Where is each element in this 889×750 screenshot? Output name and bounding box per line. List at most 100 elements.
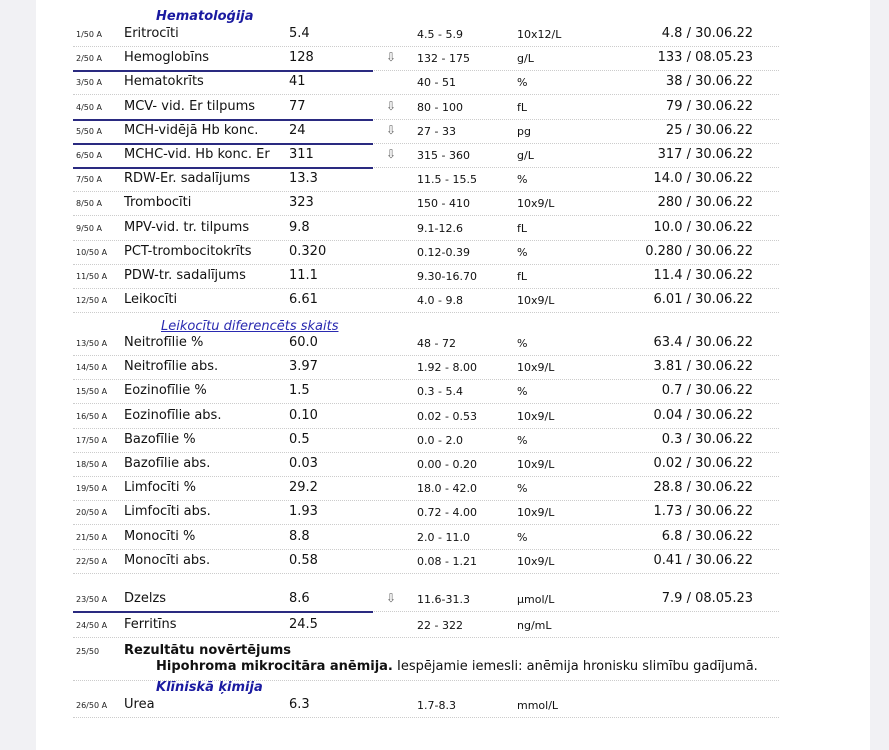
- result-row: 9/50 A MPV-vid. tr. tilpums 9.8 9.1-12.6 fL 1…: [36, 217, 870, 241]
- row-value: 0.5: [289, 431, 310, 447]
- row-previous: 4.8 / 30.06.22: [661, 26, 753, 41]
- assessment-row: 25/50 Rezultātu novērtējums: [36, 640, 870, 664]
- result-row: 18/50 A Bazofīlie abs. 0.03 0.00 - 0.20 10x9…: [36, 453, 870, 477]
- row-unit: %: [517, 76, 528, 90]
- row-name: Limfocīti %: [124, 480, 197, 496]
- row-value: 6.61: [289, 292, 318, 308]
- row-unit: %: [517, 385, 528, 399]
- row-divider: [73, 288, 779, 289]
- row-divider: [73, 191, 779, 193]
- row-code: 8/50 A: [76, 199, 102, 209]
- row-range: 9.30-16.70: [417, 270, 477, 283]
- row-divider: [73, 263, 779, 265]
- row-name: PDW-tr. sadalījums: [124, 268, 246, 283]
- result-row: 3/50 A Hematokrīts 41 40 - 51% 38 / 30.06.22: [36, 71, 870, 96]
- row-value: 8.6: [289, 591, 310, 606]
- section-hematology: Hematoloģija: [156, 9, 254, 24]
- row-value: 6.3: [289, 697, 310, 712]
- row-divider: [73, 637, 779, 638]
- section-differential-link[interactable]: Leikocītu diferencēts skaits: [161, 319, 339, 334]
- result-row: 23/50 A Dzelzs 8.6 ⇩ 11.6-31.3 µmol/L 7.9 / 08…: [36, 588, 870, 613]
- row-range: 0.08 - 1.21: [417, 554, 477, 568]
- row-name: Monocīti %: [124, 528, 196, 544]
- row-previous: 10.0 / 30.06.22: [653, 219, 753, 235]
- row-code: 7/50 A: [76, 175, 102, 185]
- row-code: 17/50 A: [76, 435, 108, 445]
- row-value: 0.58: [289, 552, 318, 568]
- result-row: 21/50 A Monocīti % 8.8 2.0 - 11.0% 6.8 / 30.…: [36, 526, 870, 550]
- row-code: 6/50 A: [76, 151, 102, 160]
- result-row: 13/50 A Neitrofīlie % 60.0 48 - 72% 63.4 / 3…: [36, 332, 870, 356]
- row-range: 0.02 - 0.53: [417, 409, 477, 423]
- result-row: 4/50 A MCV- vid. Er tilpums 77 ⇩ 80 - 100 fL 7…: [36, 96, 870, 121]
- abnormal-underline: [73, 167, 373, 169]
- row-range: 0.12-0.39: [417, 245, 470, 259]
- row-range: 132 - 175: [417, 52, 470, 66]
- row-divider: [73, 451, 779, 453]
- arrow-down-icon: ⇩: [386, 50, 397, 65]
- row-value: 5.4: [289, 26, 310, 41]
- assessment-title: Rezultātu novērtējums: [124, 643, 292, 658]
- row-unit: %: [517, 530, 528, 544]
- abnormal-underline: [73, 611, 373, 613]
- row-divider: [73, 500, 779, 502]
- row-unit: 10x9/L: [517, 197, 555, 211]
- row-name: Monocīti abs.: [124, 552, 211, 568]
- result-row: 15/50 A Eozinofīlie % 1.5 0.3 - 5.4% 0.7 / 3…: [36, 380, 870, 405]
- row-range: 9.1-12.6: [417, 221, 463, 235]
- row-range: 4.5 - 5.9: [417, 28, 463, 41]
- row-previous: 28.8 / 30.06.22: [653, 480, 753, 496]
- row-range: 4.0 - 9.8: [417, 294, 463, 308]
- row-name: Neitrofīlie %: [124, 335, 204, 350]
- result-row: 8/50 A Trombocīti 323 150 - 410 10x9/L 280 / …: [36, 192, 870, 217]
- lab-results-page: Hematoloģija Leikocītu diferencēts skait…: [36, 0, 870, 750]
- row-name: Hematokrīts: [124, 74, 204, 90]
- row-value: 60.0: [289, 335, 318, 350]
- row-code: 2/50 A: [76, 54, 102, 64]
- row-value: 1.93: [289, 504, 318, 520]
- row-name: MCV- vid. Er tilpums: [124, 98, 256, 114]
- row-code: 22/50 A: [76, 556, 108, 566]
- row-divider: [73, 611, 779, 612]
- row-unit: %: [517, 337, 528, 350]
- row-value: 29.2: [289, 480, 318, 496]
- row-divider: [73, 355, 779, 356]
- row-previous: 133 / 08.05.23: [657, 50, 753, 66]
- divider: [73, 680, 779, 681]
- result-row: 26/50 A Urea 6.3 1.7-8.3 mmol/L: [36, 694, 870, 718]
- row-value: 8.8: [289, 528, 310, 544]
- result-row: 5/50 A MCH-vidējā Hb konc. 24 ⇩ 27 - 33 pg 25 …: [36, 120, 870, 145]
- row-previous: 0.280 / 30.06.22: [645, 243, 753, 259]
- row-previous: 79 / 30.06.22: [665, 98, 753, 114]
- row-name: MCHC-vid. Hb konc. Er: [124, 147, 270, 162]
- row-name: Limfocīti abs.: [124, 504, 211, 520]
- result-row: 16/50 A Eozinofīlie abs. 0.10 0.02 - 0.53 10…: [36, 405, 870, 429]
- row-divider: [73, 94, 779, 96]
- row-value: 0.320: [289, 243, 327, 259]
- row-value: 77: [289, 98, 306, 114]
- arrow-down-icon: ⇩: [386, 591, 397, 605]
- result-row: 22/50 A Monocīti abs. 0.58 0.08 - 1.21 10x9/…: [36, 550, 870, 574]
- row-unit: g/L: [517, 52, 534, 66]
- row-name: Ferritīns: [124, 617, 177, 632]
- row-name: Dzelzs: [124, 591, 167, 606]
- row-code: 12/50 A: [76, 296, 108, 306]
- row-code: 14/50 A: [76, 363, 108, 373]
- row-divider: [73, 427, 779, 429]
- row-unit: %: [517, 245, 528, 259]
- row-code: 13/50 A: [76, 339, 108, 348]
- row-code: 18/50 A: [76, 460, 108, 469]
- row-unit: g/L: [517, 149, 534, 162]
- row-code: 10/50 A: [76, 247, 108, 257]
- row-value: 0.03: [289, 456, 318, 471]
- row-previous: 280 / 30.06.22: [657, 195, 753, 211]
- row-value: 0.10: [289, 407, 318, 423]
- row-unit: 10x9/L: [517, 506, 555, 520]
- row-unit: mmol/L: [517, 699, 559, 712]
- row-value: 323: [289, 195, 314, 211]
- row-divider: [73, 239, 779, 241]
- row-code: 11/50 A: [76, 272, 108, 281]
- abnormal-underline: [73, 118, 373, 121]
- row-value: 3.97: [289, 359, 318, 375]
- row-name: Eritrocīti: [124, 26, 179, 41]
